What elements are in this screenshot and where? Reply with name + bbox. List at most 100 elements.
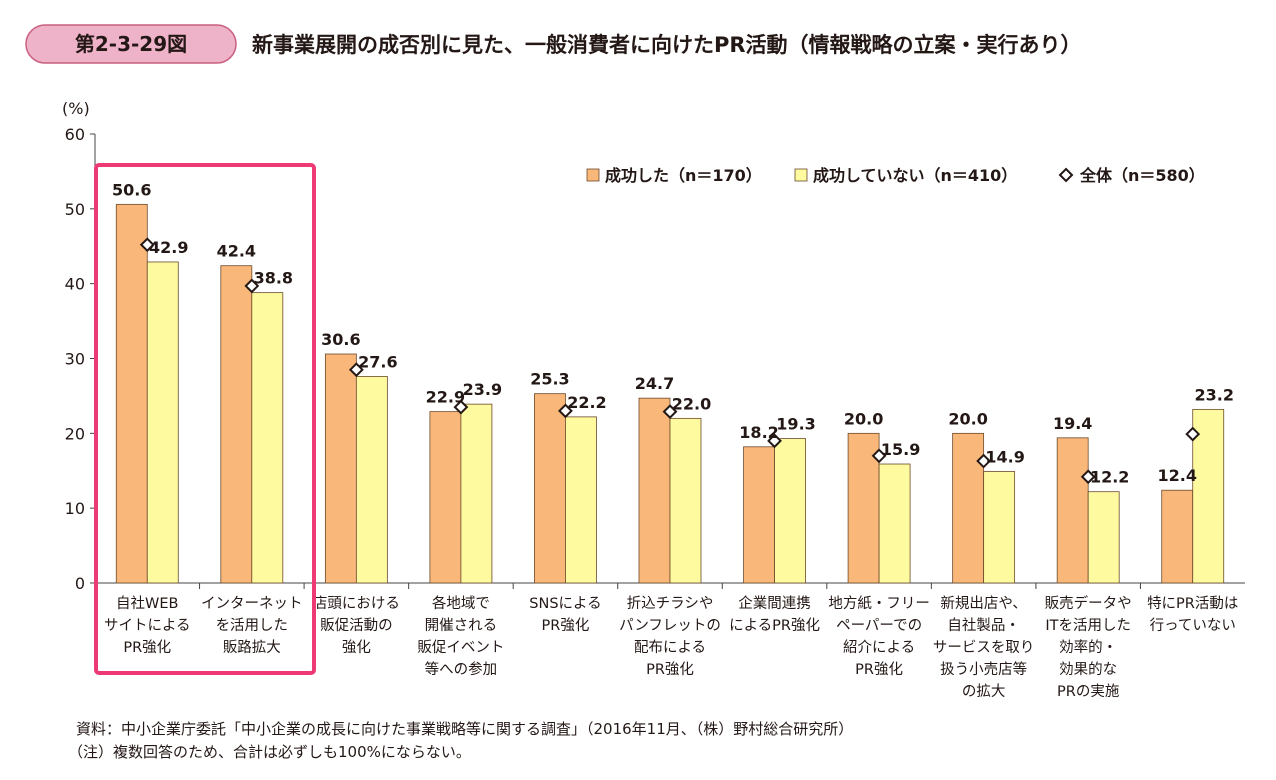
category-label: インターネット: [201, 595, 303, 612]
marker-overall: [662, 404, 678, 420]
category-label: 紹介による: [843, 639, 915, 656]
y-tick-label: 10: [65, 499, 85, 518]
category-label: 開催される: [425, 617, 498, 634]
category-label: PRの実施: [1057, 683, 1119, 700]
category-label: 自社WEB: [116, 595, 178, 612]
bar-success: [1161, 489, 1194, 584]
value-labels: 50.6 42.9 42.4 38.8 30.6 27.6 22.923.9 25.3 22.2…: [112, 180, 1234, 486]
category-label: PR強化: [542, 617, 590, 634]
category-label: 折込チラシや: [627, 595, 714, 612]
category-label: 配布による: [634, 639, 706, 656]
figure-number-pill: [25, 24, 237, 64]
category-label: 各地域で: [432, 595, 490, 612]
bar-not-success: [565, 416, 597, 584]
marker-overall: [871, 448, 887, 464]
value-label-not-success: 27.6: [358, 352, 397, 371]
y-tick-label: 50: [65, 200, 85, 219]
highlight-box: [94, 163, 316, 675]
marker-overall: [767, 433, 782, 449]
bar-not-success: [1087, 491, 1120, 584]
value-label-not-success: 22.2: [567, 393, 606, 412]
category-label: SNSによる: [529, 596, 601, 612]
bars: [115, 203, 1225, 584]
category-label: パンフレットの: [619, 617, 721, 634]
category-label: ITを活用した: [1045, 617, 1131, 634]
bar-success: [743, 446, 775, 584]
category-label: サイトによる: [104, 618, 191, 634]
value-label-success: 20.0: [844, 409, 883, 428]
category-label: 特にPR活動は: [1147, 595, 1238, 612]
value-label-success: 18.2: [739, 423, 778, 442]
value-label-not-success: 14.9: [985, 447, 1024, 466]
legend-label-success: 成功した（n＝170）: [605, 166, 762, 185]
bar-success: [220, 265, 253, 584]
category-label: 店頭における: [313, 595, 400, 612]
value-label-success: 42.4: [217, 242, 256, 261]
value-label-not-success: 38.8: [254, 269, 293, 288]
category-label: によるPR強化: [729, 617, 820, 634]
bar-not-success: [146, 261, 179, 584]
category-label: 効果的な: [1059, 661, 1117, 678]
value-label-success: 25.3: [530, 370, 569, 389]
category-label: 販促イベント: [417, 639, 504, 656]
y-axis-unit: (%): [62, 99, 90, 118]
value-label-not-success: 42.9: [149, 238, 188, 257]
figure-number: 第2-3-29図: [75, 32, 187, 56]
value-label-not-success: 23.9: [463, 380, 502, 399]
legend-marker-overall: [1058, 167, 1074, 183]
bar-success: [638, 397, 671, 584]
bar-success: [534, 393, 566, 584]
value-label-not-success: 12.2: [1090, 468, 1129, 487]
category-label: 強化: [342, 639, 371, 656]
value-label-success: 20.0: [948, 409, 987, 428]
value-label-success: 30.6: [321, 330, 360, 349]
bar-success: [115, 203, 148, 584]
category-label: サービスを取り: [933, 639, 1035, 656]
value-label-success: 50.6: [112, 180, 151, 199]
bar-not-success: [251, 292, 284, 584]
y-tick-label: 60: [65, 125, 85, 144]
value-label-success: 22.9: [426, 388, 465, 407]
value-label-success: 24.7: [635, 374, 674, 393]
value-label-not-success: 23.2: [1194, 385, 1233, 404]
category-label: 販促活動の: [320, 617, 393, 634]
bar-not-success: [1192, 408, 1225, 584]
y-tick-label: 0: [75, 574, 85, 593]
bar-not-success: [460, 403, 493, 584]
category-label: 企業間連携: [738, 594, 811, 612]
category-label: 扱う小売店等: [940, 660, 1027, 678]
marker-overall: [244, 278, 260, 294]
category-label: 地方紙・フリー: [828, 595, 930, 612]
category-label: PR強化: [123, 639, 171, 656]
value-label-success: 19.4: [1053, 414, 1092, 433]
marker-overall: [1080, 469, 1096, 485]
marker-overall: [976, 453, 992, 469]
category-label: PR強化: [646, 661, 694, 678]
value-label-success: 12.4: [1157, 466, 1196, 485]
category-label: 自社製品・: [947, 617, 1020, 634]
source-note: 資料：中小企業庁委託「中小企業の成長に向けた事業戦略等に関する調査」（2016年…: [76, 720, 853, 738]
category-label: の拡大: [962, 683, 1006, 700]
value-label-not-success: 15.9: [881, 440, 920, 459]
bar-success: [952, 432, 985, 584]
category-label: を活用した: [216, 617, 289, 634]
chart-title: 新事業展開の成否別に見た、一般消費者に向けたPR活動（情報戦略の立案・実行あり）: [252, 33, 1082, 57]
legend-swatch-not-success: [794, 168, 808, 182]
legend-label-overall: 全体（n＝580）: [1079, 166, 1205, 185]
category-label: ペーパーでの: [836, 617, 922, 634]
category-label: 新規出店や、: [940, 595, 1027, 612]
legend: 成功した（n＝170） 成功していない（n＝410） 全体（n＝580）: [586, 166, 1205, 185]
value-label-not-success: 19.3: [776, 415, 815, 434]
bar-not-success: [878, 463, 911, 584]
category-label: PR強化: [855, 661, 903, 678]
category-label: 効率的・: [1059, 639, 1117, 656]
bar-success: [847, 432, 880, 584]
bar-not-success: [355, 376, 388, 584]
marker-overall: [558, 403, 573, 419]
marker-overall: [139, 237, 155, 253]
marker-overall: [348, 362, 364, 378]
category-label: 等への参加: [425, 660, 498, 678]
bar-success: [1056, 437, 1089, 584]
category-label: 行っていない: [1150, 617, 1236, 634]
